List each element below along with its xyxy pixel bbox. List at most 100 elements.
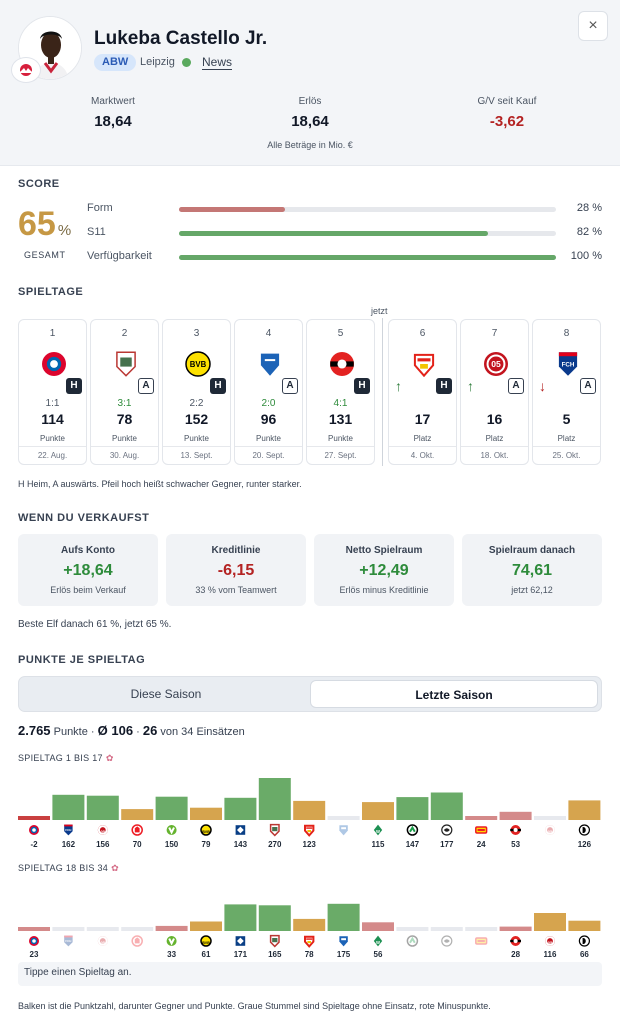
matchday-value-label: Platz <box>485 434 504 443</box>
bar-matchday-23[interactable] <box>190 921 222 932</box>
matchday-card-2[interactable]: 2 A 3:1 78 Punkte 30. Aug. <box>90 319 159 465</box>
bar-matchday-16[interactable] <box>534 816 566 820</box>
bar-matchday-25[interactable] <box>258 905 291 931</box>
freiburg-logo-icon <box>578 935 591 947</box>
news-link[interactable]: News <box>202 55 233 70</box>
matchday-card-3[interactable]: 3 BVB H 2:2 152 Punkte 13. Sept. <box>162 319 231 465</box>
home-away-badge: A <box>508 378 524 394</box>
now-divider <box>382 318 383 466</box>
arrow-up-icon: ↑ <box>395 378 402 394</box>
matchday-number: 1 <box>49 328 56 339</box>
matchday-number: 6 <box>419 328 426 339</box>
mainz-logo-icon: 05 <box>97 936 108 946</box>
bar-matchday-21[interactable] <box>121 927 154 931</box>
match-result: 2:0 <box>261 398 276 409</box>
bar-matchday-2[interactable] <box>52 794 85 820</box>
bar-matchday-4[interactable] <box>121 809 154 820</box>
bar-matchday-17[interactable] <box>568 800 601 820</box>
bar-matchday-11[interactable] <box>362 802 394 820</box>
matchday-number: 4 <box>265 328 272 339</box>
home-away-badge: H <box>66 378 82 394</box>
matchday-value-label: Punkte <box>184 434 209 443</box>
sell-card-sub: 33 % vom Teamwert <box>195 585 277 595</box>
bar-label: 270 <box>268 840 282 849</box>
bar-matchday-14[interactable] <box>465 816 498 820</box>
sell-card-sub: Erlös minus Kreditlinie <box>339 585 429 595</box>
matchday-number: 5 <box>337 328 344 339</box>
svg-text:BVB: BVB <box>202 830 210 834</box>
bar-matchday-28[interactable] <box>362 922 394 931</box>
bar-matchday-26[interactable] <box>293 918 326 931</box>
sell-card-label: Kreditlinie <box>211 545 261 556</box>
bar-matchday-8[interactable] <box>258 778 291 820</box>
close-button[interactable]: × <box>578 11 608 41</box>
metric-value: 100 % <box>570 250 602 262</box>
matchday-card-4[interactable]: 4 A 2:0 96 Punkte 20. Sept. <box>234 319 303 465</box>
bar-matchday-12[interactable] <box>396 797 429 820</box>
bar-matchday-18[interactable] <box>18 927 50 931</box>
bar-matchday-9[interactable] <box>293 800 326 820</box>
matchday-card-5[interactable]: 5 H 4:1 131 Punkte 27. Sept. <box>306 319 375 465</box>
home-away-badge: A <box>282 378 298 394</box>
bar-matchday-5[interactable] <box>155 796 188 820</box>
matchday-card-6[interactable]: 6 H ↑ 17 Platz 4. Okt. <box>388 319 457 465</box>
matchday-card-7[interactable]: 7 05 A ↑ 16 Platz 18. Okt. <box>460 319 529 465</box>
footer-note: Balken ist die Punktzahl, darunter Gegne… <box>18 1001 491 1011</box>
svg-text:05: 05 <box>548 829 553 834</box>
freiburg-logo-icon <box>578 824 591 836</box>
bar-matchday-10[interactable] <box>327 816 360 820</box>
heidenheim-logo-icon: FCH <box>558 352 578 376</box>
matchday-card-1[interactable]: 1 H 1:1 114 Punkte 22. Aug. <box>18 319 87 465</box>
bar-matchday-13[interactable] <box>430 792 463 821</box>
summary-games-label: von 34 Einsätzen <box>160 726 245 738</box>
bar-matchday-22[interactable] <box>155 925 188 931</box>
bar-label: 70 <box>133 840 142 849</box>
home-away-badge: H <box>210 378 226 394</box>
sell-card-value: +12,49 <box>359 562 409 579</box>
matchday-date: 27. Sept. <box>307 446 374 464</box>
bar-matchday-33[interactable] <box>534 913 566 931</box>
sell-note: Beste Elf danach 61 %, jetzt 65 %. <box>18 619 172 630</box>
bar-matchday-27[interactable] <box>327 903 360 931</box>
bar-matchday-20[interactable] <box>86 927 119 931</box>
bar-matchday-15[interactable] <box>499 811 532 820</box>
matchday-number: 8 <box>563 328 570 339</box>
bayern-logo-icon <box>42 352 66 376</box>
sell-card-value: -6,15 <box>217 562 255 579</box>
dortmund-logo-icon: BVB <box>200 824 212 836</box>
metric-s11: S11 82 % <box>87 226 602 240</box>
bar-matchday-31[interactable] <box>465 927 498 931</box>
matchday-value: 131 <box>328 411 353 427</box>
bar-matchday-24[interactable] <box>224 904 257 931</box>
frankfurt-logo-icon <box>441 824 453 836</box>
sell-card-value: 74,61 <box>511 562 553 579</box>
union-logo-icon <box>475 826 488 834</box>
bar-matchday-30[interactable] <box>430 927 463 931</box>
matchday-card-8[interactable]: 8 FCH A ↓ 5 Platz 25. Okt. <box>532 319 601 465</box>
bar-matchday-6[interactable] <box>190 807 222 820</box>
matchday-number: 3 <box>193 328 200 339</box>
bar-matchday-3[interactable] <box>86 795 119 820</box>
bar-label: 78 <box>305 950 314 959</box>
sell-card-value: +18,64 <box>63 562 113 579</box>
bar-matchday-34[interactable] <box>568 920 601 931</box>
bar-matchday-29[interactable] <box>396 927 429 931</box>
bar-matchday-1[interactable] <box>18 816 50 820</box>
bar-matchday-7[interactable] <box>224 797 257 820</box>
metric-form: Form 28 % <box>87 202 602 216</box>
bar-matchday-19[interactable] <box>52 927 85 931</box>
tab-last-season[interactable]: Letzte Saison <box>310 680 598 708</box>
wolfsburg-logo-icon <box>166 936 177 946</box>
metric-track <box>179 255 556 260</box>
matchday-number: 7 <box>491 328 498 339</box>
bar-matchday-32[interactable] <box>499 926 532 931</box>
tab-this-season[interactable]: Diese Saison <box>130 687 202 701</box>
matchday-value-label: Punkte <box>112 434 137 443</box>
sell-card-label: Netto Spielraum <box>345 545 423 556</box>
player-avatar <box>18 16 82 80</box>
matchday-value-label: Punkte <box>40 434 65 443</box>
augsburg-logo-icon <box>269 934 280 948</box>
bar-label: 61 <box>202 950 211 959</box>
stuttgart-logo-icon <box>413 353 435 377</box>
match-result: 1:1 <box>45 398 60 409</box>
